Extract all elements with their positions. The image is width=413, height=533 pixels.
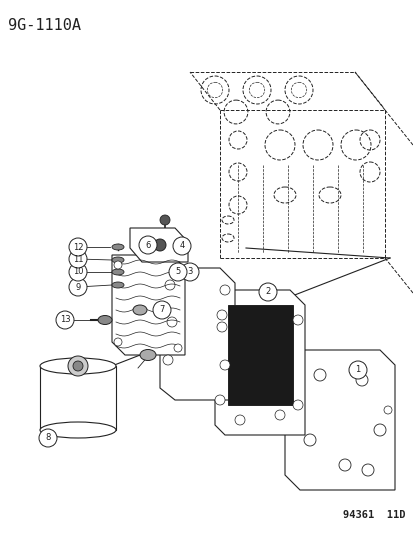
- Circle shape: [259, 283, 276, 301]
- Text: 10: 10: [73, 268, 83, 277]
- Text: 1: 1: [354, 366, 360, 375]
- Circle shape: [173, 344, 182, 352]
- Circle shape: [166, 317, 177, 327]
- Text: 5: 5: [175, 268, 180, 277]
- Text: 94361  11D: 94361 11D: [343, 510, 405, 520]
- Text: 11: 11: [73, 254, 83, 263]
- Text: 2: 2: [265, 287, 270, 296]
- Circle shape: [235, 415, 244, 425]
- Circle shape: [292, 400, 302, 410]
- Polygon shape: [112, 255, 185, 355]
- Circle shape: [373, 424, 385, 436]
- Circle shape: [165, 280, 175, 290]
- Circle shape: [73, 361, 83, 371]
- Circle shape: [216, 322, 226, 332]
- Circle shape: [292, 315, 302, 325]
- Circle shape: [39, 429, 57, 447]
- Ellipse shape: [133, 305, 147, 315]
- Circle shape: [338, 459, 350, 471]
- Circle shape: [219, 360, 230, 370]
- Ellipse shape: [112, 244, 124, 250]
- Circle shape: [163, 355, 173, 365]
- Circle shape: [219, 285, 230, 295]
- Text: 4: 4: [179, 241, 184, 251]
- Circle shape: [216, 310, 226, 320]
- Text: 13: 13: [59, 316, 70, 325]
- Circle shape: [214, 395, 224, 405]
- Text: 3: 3: [187, 268, 192, 277]
- Ellipse shape: [40, 422, 116, 438]
- Bar: [228, 305, 292, 405]
- Polygon shape: [130, 228, 188, 262]
- Text: 12: 12: [73, 243, 83, 252]
- Ellipse shape: [112, 269, 124, 275]
- Circle shape: [68, 356, 88, 376]
- Text: 9: 9: [75, 282, 81, 292]
- Text: 6: 6: [145, 240, 150, 249]
- Circle shape: [159, 215, 170, 225]
- Polygon shape: [159, 268, 235, 400]
- Circle shape: [173, 237, 190, 255]
- Circle shape: [274, 410, 284, 420]
- Circle shape: [69, 263, 87, 281]
- Circle shape: [169, 263, 187, 281]
- Circle shape: [355, 374, 367, 386]
- Circle shape: [348, 361, 366, 379]
- Ellipse shape: [40, 358, 116, 374]
- Circle shape: [290, 396, 298, 404]
- Circle shape: [303, 434, 315, 446]
- Circle shape: [56, 311, 74, 329]
- Circle shape: [69, 278, 87, 296]
- Circle shape: [69, 250, 87, 268]
- Circle shape: [69, 238, 87, 256]
- Circle shape: [383, 406, 391, 414]
- Text: 7: 7: [159, 305, 164, 314]
- Ellipse shape: [112, 257, 124, 263]
- Ellipse shape: [98, 316, 112, 325]
- Polygon shape: [284, 350, 394, 490]
- Text: 8: 8: [45, 433, 50, 442]
- Ellipse shape: [112, 282, 124, 288]
- Circle shape: [313, 369, 325, 381]
- Circle shape: [361, 464, 373, 476]
- Ellipse shape: [140, 350, 156, 360]
- Circle shape: [114, 338, 122, 346]
- Circle shape: [139, 236, 157, 254]
- Circle shape: [114, 261, 122, 269]
- Circle shape: [173, 266, 182, 274]
- Bar: [40, 366, 116, 430]
- Polygon shape: [214, 290, 304, 435]
- Circle shape: [180, 263, 199, 281]
- Circle shape: [154, 239, 166, 251]
- Circle shape: [153, 301, 171, 319]
- Text: 9G-1110A: 9G-1110A: [8, 18, 81, 33]
